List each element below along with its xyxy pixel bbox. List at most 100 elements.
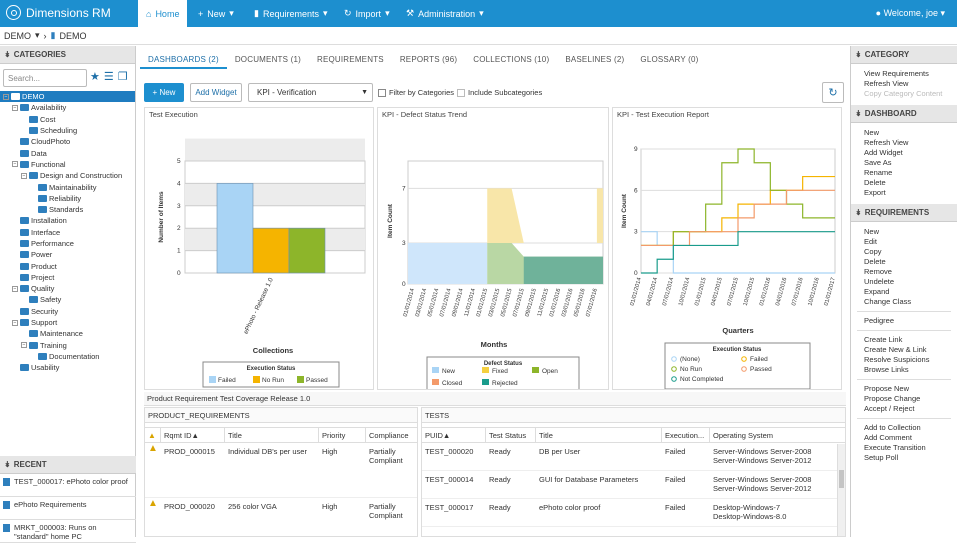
breadcrumb-root[interactable]: DEMO — [4, 30, 31, 41]
tree-node[interactable]: − DEMO — [0, 91, 135, 103]
area-new[interactable] — [408, 243, 488, 284]
recent-header[interactable]: ↡ RECENT — [0, 456, 136, 474]
rqmt-id-cell[interactable]: PROD_000020 — [164, 502, 215, 511]
action-link[interactable]: Execute Transition — [864, 443, 926, 452]
action-link[interactable]: Edit — [864, 237, 877, 246]
col-operating-system[interactable]: Operating System — [713, 431, 774, 440]
tree-node[interactable]: CloudPhoto — [0, 136, 135, 147]
tree-node[interactable]: − Design and Construction — [0, 170, 135, 181]
recent-item[interactable]: MRKT_000003: Runs on "standard" home PC — [0, 520, 136, 543]
col-puid[interactable]: PUID▲ — [422, 428, 486, 442]
series-line-no-run[interactable] — [641, 148, 835, 247]
tab-collections[interactable]: COLLECTIONS (10) — [473, 55, 550, 64]
action-link[interactable]: Create New & Link — [864, 345, 927, 354]
col-priority[interactable]: Priority — [319, 428, 366, 442]
area-fixed[interactable] — [487, 188, 603, 243]
action-link[interactable]: New — [864, 128, 880, 137]
action-link[interactable]: Copy — [864, 247, 882, 256]
bar-no-run[interactable] — [252, 227, 290, 274]
action-link[interactable]: Propose Change — [864, 394, 921, 403]
puid-cell[interactable]: TEST_000020 — [425, 447, 474, 456]
action-link[interactable]: Accept / Reject — [864, 404, 915, 413]
expand-toggle-icon[interactable]: − — [12, 285, 18, 292]
action-link[interactable]: Rename — [864, 168, 893, 177]
list-icon[interactable]: ☰ — [103, 71, 114, 83]
tree-node[interactable]: Data — [0, 147, 135, 158]
dashboard-select[interactable]: KPI - Verification ▼ — [248, 83, 373, 102]
add-widget-button[interactable]: Add Widget — [190, 83, 242, 102]
panel-section-header[interactable]: ↡ CATEGORY — [851, 46, 957, 64]
area-rejected[interactable] — [523, 256, 603, 284]
tree-node[interactable]: Documentation — [0, 351, 135, 362]
recent-item[interactable]: TEST_000017: ePhoto color proof — [0, 474, 136, 497]
bar-failed[interactable] — [216, 183, 254, 274]
action-link[interactable]: Refresh View — [864, 138, 909, 147]
action-link[interactable]: Copy Category Content — [864, 89, 943, 98]
star-icon[interactable]: ★ — [90, 71, 100, 83]
tab-requirements[interactable]: REQUIREMENTS — [316, 55, 384, 64]
col-title[interactable]: Title — [225, 428, 319, 442]
tree-node[interactable]: Maintainability — [0, 181, 135, 192]
nav-new[interactable]: + New ▾ — [190, 0, 242, 27]
nav-home[interactable]: ⌂ Home — [138, 0, 188, 27]
action-link[interactable]: New — [864, 227, 880, 236]
col-test-status[interactable]: Test Status — [486, 428, 536, 442]
include-subcategories-checkbox[interactable]: Include Subcategories — [457, 88, 542, 97]
tree-node[interactable]: Product — [0, 260, 135, 271]
panel-section-header[interactable]: ↡ REQUIREMENTS — [851, 204, 957, 222]
expand-toggle-icon[interactable]: − — [12, 319, 18, 326]
action-link[interactable]: Setup Poll — [864, 453, 899, 462]
action-link[interactable]: Remove — [864, 267, 892, 276]
action-link[interactable]: Add Comment — [864, 433, 912, 442]
tab-dashboards[interactable]: DASHBOARDS (2) — [140, 51, 227, 69]
refresh-button[interactable]: ↻ — [822, 82, 844, 103]
series-line-not-completed[interactable] — [641, 231, 835, 274]
tree-node[interactable]: Performance — [0, 238, 135, 249]
tree-node[interactable]: Interface — [0, 227, 135, 238]
table-row[interactable]: TEST_000020 Ready DB per User Failed Server-… — [422, 444, 839, 471]
puid-cell[interactable]: TEST_000014 — [425, 475, 474, 484]
action-link[interactable]: Delete — [864, 257, 886, 266]
col-compliance[interactable]: Compliance — [369, 431, 409, 440]
tree-node[interactable]: Cost — [0, 114, 135, 125]
tree-node[interactable]: − Support — [0, 317, 135, 328]
col-execution[interactable]: Execution... — [662, 428, 710, 442]
action-link[interactable]: View Requirements — [864, 69, 929, 78]
copy-icon[interactable]: ❐ — [117, 71, 128, 83]
tab-baselines[interactable]: BASELINES (2) — [565, 55, 625, 64]
action-link[interactable]: Export — [864, 188, 886, 197]
action-link[interactable]: Browse Links — [864, 365, 909, 374]
tree-node[interactable]: Power — [0, 249, 135, 260]
puid-cell[interactable]: TEST_000017 — [425, 503, 474, 512]
user-menu[interactable]: ● Welcome, joe ▾ — [876, 8, 945, 19]
tree-node[interactable]: Maintenance — [0, 328, 135, 339]
col-rqmt-id[interactable]: Rqmt ID▲ — [161, 428, 225, 442]
tab-documents[interactable]: DOCUMENTS (1) — [234, 55, 301, 64]
caret-down-icon[interactable]: ▾ — [35, 30, 40, 40]
expand-toggle-icon[interactable]: − — [12, 104, 18, 111]
panel-section-header[interactable]: ↡ DASHBOARD — [851, 105, 957, 123]
tree-node[interactable]: − Availability — [0, 102, 135, 113]
table-scrollbar[interactable] — [837, 444, 845, 536]
app-logo[interactable]: Dimensions RM — [6, 5, 111, 20]
tree-node[interactable]: − Functional — [0, 159, 135, 170]
nav-import[interactable]: ↻ Import ▾ — [336, 0, 398, 27]
nav-administration[interactable]: ⚒ Administration ▾ — [398, 0, 492, 27]
bar-passed[interactable] — [288, 227, 326, 274]
new-dashboard-button[interactable]: + New — [144, 83, 184, 102]
expand-toggle-icon[interactable]: − — [12, 161, 18, 168]
expand-toggle-icon[interactable]: − — [3, 93, 9, 100]
table-row[interactable]: TEST_000014 Ready GUI for Database Paramet… — [422, 472, 839, 499]
breadcrumb-current[interactable]: DEMO — [59, 30, 87, 41]
table-row[interactable]: TEST_000017 Ready ePhoto color proof Failed… — [422, 500, 839, 527]
action-link[interactable]: Create Link — [864, 335, 903, 344]
table-row[interactable]: ▲ PROD_000015 Individual DB's per user H… — [145, 444, 417, 498]
action-link[interactable]: Save As — [864, 158, 892, 167]
checkbox-box[interactable] — [457, 88, 465, 97]
tree-node[interactable]: Scheduling — [0, 125, 135, 136]
action-link[interactable]: Delete — [864, 178, 886, 187]
tree-node[interactable]: Installation — [0, 215, 135, 226]
action-link[interactable]: Add to Collection — [864, 423, 921, 432]
recent-item[interactable]: ePhoto Requirements — [0, 497, 136, 520]
checkbox-box[interactable] — [378, 88, 386, 97]
